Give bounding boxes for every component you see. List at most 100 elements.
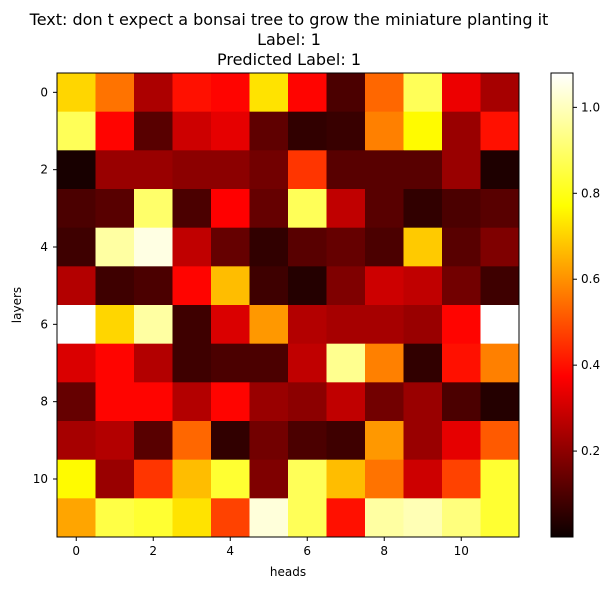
- heatmap-cell: [211, 150, 250, 190]
- heatmap-cell: [480, 421, 520, 461]
- heatmap-cell: [480, 266, 520, 306]
- heatmap-cell: [480, 459, 520, 499]
- heatmap-cell: [365, 73, 404, 113]
- heatmap-cell: [365, 382, 404, 422]
- heatmap-cell: [442, 111, 481, 151]
- heatmap-cell: [326, 382, 366, 422]
- heatmap-cell: [95, 343, 135, 383]
- heatmap-cell: [57, 111, 96, 151]
- x-tick-label: 10: [454, 544, 469, 558]
- heatmap-cell: [172, 227, 212, 267]
- heatmap-cell: [95, 459, 135, 499]
- heatmap-cell: [403, 111, 443, 151]
- heatmap-cell: [442, 227, 481, 267]
- heatmap-cell: [57, 305, 96, 345]
- heatmap-cell: [365, 227, 404, 267]
- chart-title-line-1: Text: don t expect a bonsai tree to grow…: [29, 10, 549, 29]
- heatmap-cell: [134, 382, 173, 422]
- heatmap-cell: [403, 305, 443, 345]
- heatmap-cell: [249, 150, 289, 190]
- heatmap-cell: [134, 266, 173, 306]
- heatmap-cell: [249, 459, 289, 499]
- heatmap-cells: [57, 73, 520, 538]
- heatmap-cell: [95, 266, 135, 306]
- heatmap-cell: [95, 73, 135, 113]
- heatmap-cell: [95, 227, 135, 267]
- heatmap-cell: [134, 305, 173, 345]
- y-tick-label: 0: [40, 85, 48, 99]
- heatmap-cell: [57, 498, 96, 538]
- heatmap-cell: [365, 498, 404, 538]
- heatmap-cell: [172, 305, 212, 345]
- heatmap-cell: [249, 305, 289, 345]
- heatmap-cell: [442, 189, 481, 229]
- heatmap-cell: [365, 343, 404, 383]
- heatmap-cell: [211, 189, 250, 229]
- heatmap-cell: [403, 266, 443, 306]
- heatmap-cell: [249, 73, 289, 113]
- y-tick-label: 4: [40, 240, 48, 254]
- heatmap-cell: [249, 111, 289, 151]
- heatmap-cell: [57, 421, 96, 461]
- heatmap-cell: [172, 150, 212, 190]
- y-tick-label: 8: [40, 395, 48, 409]
- heatmap-cell: [134, 343, 173, 383]
- heatmap-frame: [56, 72, 520, 538]
- heatmap-cell: [57, 150, 96, 190]
- heatmap-cell: [57, 73, 96, 113]
- y-axis-ticks: 0 2 4 6 8 10: [33, 85, 57, 486]
- heatmap-cell: [480, 305, 520, 345]
- heatmap-cell: [134, 498, 173, 538]
- heatmap-cell: [326, 227, 366, 267]
- colorbar: [550, 72, 574, 538]
- heatmap-cell: [480, 189, 520, 229]
- heatmap-cell: [57, 459, 96, 499]
- colorbar-tick-label: 0.8: [581, 186, 600, 200]
- heatmap-cell: [442, 459, 481, 499]
- x-axis-label: heads: [270, 565, 306, 579]
- colorbar-ticks: 0.2 0.4 0.6 0.8 1.0: [573, 100, 600, 458]
- heatmap-cell: [365, 305, 404, 345]
- chart-title-line-2: Label: 1: [257, 30, 321, 49]
- heatmap-cell: [365, 421, 404, 461]
- colorbar-tick-label: 0.6: [581, 272, 600, 286]
- heatmap-cell: [57, 382, 96, 422]
- heatmap-cell: [249, 266, 289, 306]
- heatmap-cell: [211, 73, 250, 113]
- heatmap-cell: [288, 498, 327, 538]
- heatmap-cell: [211, 343, 250, 383]
- chart-title-line-3: Predicted Label: 1: [217, 50, 361, 69]
- heatmap-cell: [403, 227, 443, 267]
- x-tick-label: 4: [226, 544, 234, 558]
- heatmap-cell: [172, 498, 212, 538]
- x-tick-label: 0: [72, 544, 80, 558]
- heatmap-cell: [403, 421, 443, 461]
- heatmap-cell: [57, 189, 96, 229]
- heatmap-cell: [211, 421, 250, 461]
- heatmap-cell: [95, 189, 135, 229]
- heatmap-cell: [403, 189, 443, 229]
- heatmap-cell: [288, 266, 327, 306]
- heatmap-cell: [57, 343, 96, 383]
- heatmap-cell: [442, 305, 481, 345]
- heatmap-cell: [211, 266, 250, 306]
- heatmap-cell: [288, 189, 327, 229]
- heatmap-cell: [442, 382, 481, 422]
- heatmap-cell: [249, 382, 289, 422]
- heatmap-cell: [288, 343, 327, 383]
- heatmap-cell: [172, 189, 212, 229]
- colorbar-tick-label: 1.0: [581, 100, 600, 114]
- heatmap-cell: [480, 498, 520, 538]
- heatmap-cell: [365, 266, 404, 306]
- heatmap-cell: [403, 150, 443, 190]
- heatmap-cell: [480, 150, 520, 190]
- heatmap-cell: [211, 382, 250, 422]
- heatmap-cell: [134, 73, 173, 113]
- heatmap-cell: [442, 266, 481, 306]
- heatmap-cell: [326, 498, 366, 538]
- heatmap-cell: [326, 266, 366, 306]
- heatmap-cell: [442, 343, 481, 383]
- heatmap-cell: [403, 343, 443, 383]
- heatmap-cell: [249, 421, 289, 461]
